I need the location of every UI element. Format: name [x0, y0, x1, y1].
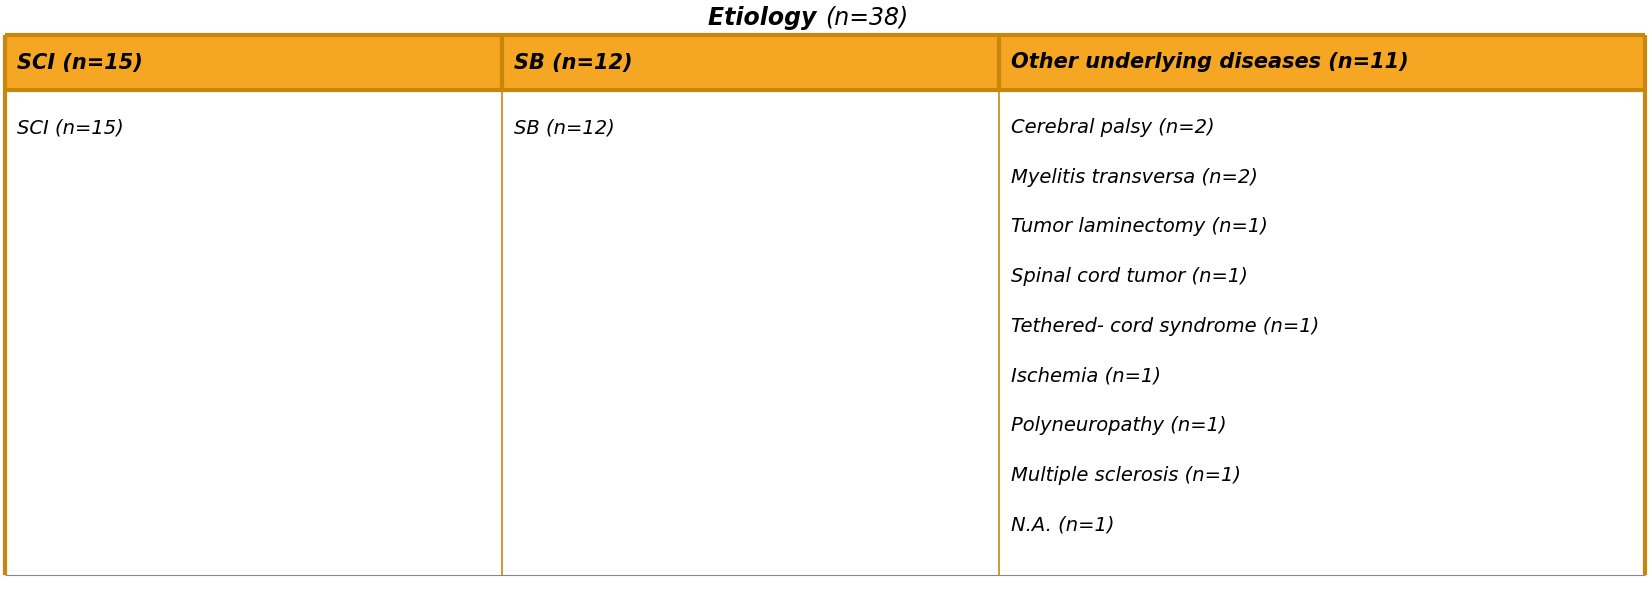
Text: Myelitis transversa (n=2): Myelitis transversa (n=2) [1011, 168, 1257, 186]
Text: Polyneuropathy (n=1): Polyneuropathy (n=1) [1011, 416, 1226, 435]
Text: (n=38): (n=38) [825, 6, 908, 30]
Text: N.A. (n=1): N.A. (n=1) [1011, 515, 1114, 535]
Bar [5, 35, 1645, 90]
Text: Other underlying diseases (n=11): Other underlying diseases (n=11) [1011, 53, 1409, 72]
Text: Multiple sclerosis (n=1): Multiple sclerosis (n=1) [1011, 466, 1241, 485]
Text: SB (n=12): SB (n=12) [513, 118, 615, 137]
Text: Spinal cord tumor (n=1): Spinal cord tumor (n=1) [1011, 267, 1247, 286]
Text: SB (n=12): SB (n=12) [513, 53, 632, 72]
Text: Tumor laminectomy (n=1): Tumor laminectomy (n=1) [1011, 217, 1267, 236]
Text: Etiology: Etiology [708, 6, 825, 30]
Text: SCI (n=15): SCI (n=15) [16, 118, 124, 137]
Text: Ischemia (n=1): Ischemia (n=1) [1011, 366, 1162, 385]
Text: Tethered- cord syndrome (n=1): Tethered- cord syndrome (n=1) [1011, 317, 1318, 336]
Text: Cerebral palsy (n=2): Cerebral palsy (n=2) [1011, 118, 1214, 137]
Text: SCI (n=15): SCI (n=15) [16, 53, 144, 72]
